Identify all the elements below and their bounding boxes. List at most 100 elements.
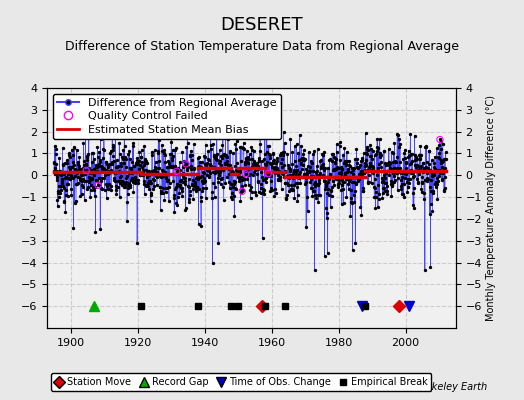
Point	[423, 175, 432, 182]
Point	[293, 167, 301, 173]
Point	[176, 167, 184, 173]
Point	[255, 155, 264, 162]
Point	[289, 171, 298, 178]
Point	[152, 170, 160, 176]
Point	[177, 185, 185, 191]
Point	[329, 154, 337, 160]
Point	[168, 156, 177, 163]
Point	[133, 158, 141, 164]
Point	[333, 164, 342, 170]
Point	[117, 154, 126, 160]
Point	[187, 152, 195, 159]
Point	[52, 161, 61, 168]
Point	[80, 197, 89, 203]
Point	[70, 144, 79, 150]
Point	[322, 181, 330, 188]
Point	[85, 173, 93, 180]
Point	[141, 156, 149, 162]
Point	[305, 168, 313, 174]
Point	[125, 148, 134, 154]
Point	[290, 169, 298, 176]
Point	[136, 162, 144, 168]
Point	[141, 157, 150, 164]
Point	[124, 182, 132, 188]
Point	[161, 169, 169, 175]
Point	[253, 165, 261, 171]
Point	[104, 171, 112, 178]
Point	[299, 147, 308, 153]
Point	[391, 158, 399, 164]
Point	[158, 173, 167, 179]
Point	[366, 141, 374, 148]
Point	[219, 133, 227, 139]
Point	[92, 162, 100, 168]
Point	[282, 192, 291, 198]
Point	[180, 175, 188, 181]
Point	[346, 169, 355, 175]
Point	[411, 162, 420, 168]
Point	[359, 188, 368, 194]
Point	[95, 149, 103, 156]
Point	[184, 183, 192, 189]
Point	[88, 175, 96, 182]
Point	[151, 163, 159, 170]
Point	[166, 163, 174, 169]
Point	[213, 151, 221, 157]
Point	[315, 177, 323, 184]
Point	[259, 191, 268, 197]
Point	[403, 189, 411, 195]
Point	[398, 168, 407, 175]
Point	[184, 164, 192, 170]
Point	[299, 161, 307, 168]
Point	[150, 167, 159, 173]
Point	[283, 151, 292, 157]
Point	[406, 176, 414, 182]
Point	[227, 194, 235, 200]
Point	[281, 168, 289, 174]
Point	[389, 172, 398, 179]
Point	[96, 136, 105, 142]
Point	[418, 174, 427, 180]
Point	[314, 182, 322, 188]
Point	[248, 156, 256, 162]
Point	[70, 200, 79, 206]
Point	[227, 168, 236, 174]
Point	[394, 132, 402, 138]
Point	[164, 158, 172, 164]
Point	[58, 145, 67, 151]
Point	[194, 221, 203, 228]
Point	[57, 172, 65, 178]
Point	[432, 184, 441, 190]
Point	[273, 167, 281, 174]
Point	[200, 174, 208, 181]
Point	[392, 170, 400, 176]
Point	[161, 189, 170, 195]
Point	[229, 168, 237, 175]
Point	[268, 164, 276, 170]
Point	[320, 178, 328, 184]
Point	[398, 181, 407, 188]
Point	[281, 196, 290, 202]
Point	[406, 161, 414, 167]
Point	[84, 135, 93, 142]
Point	[400, 147, 409, 153]
Point	[379, 189, 387, 196]
Point	[181, 178, 189, 184]
Point	[429, 168, 437, 174]
Point	[390, 139, 399, 146]
Point	[419, 160, 427, 166]
Text: Difference of Station Temperature Data from Regional Average: Difference of Station Temperature Data f…	[65, 40, 459, 53]
Point	[150, 182, 158, 189]
Point	[255, 157, 263, 163]
Point	[192, 175, 200, 182]
Point	[175, 190, 183, 196]
Point	[408, 150, 417, 157]
Point	[290, 167, 298, 174]
Point	[170, 192, 178, 198]
Point	[211, 154, 219, 161]
Point	[409, 202, 417, 208]
Point	[323, 210, 331, 216]
Point	[155, 158, 163, 164]
Point	[286, 136, 294, 142]
Point	[232, 145, 240, 152]
